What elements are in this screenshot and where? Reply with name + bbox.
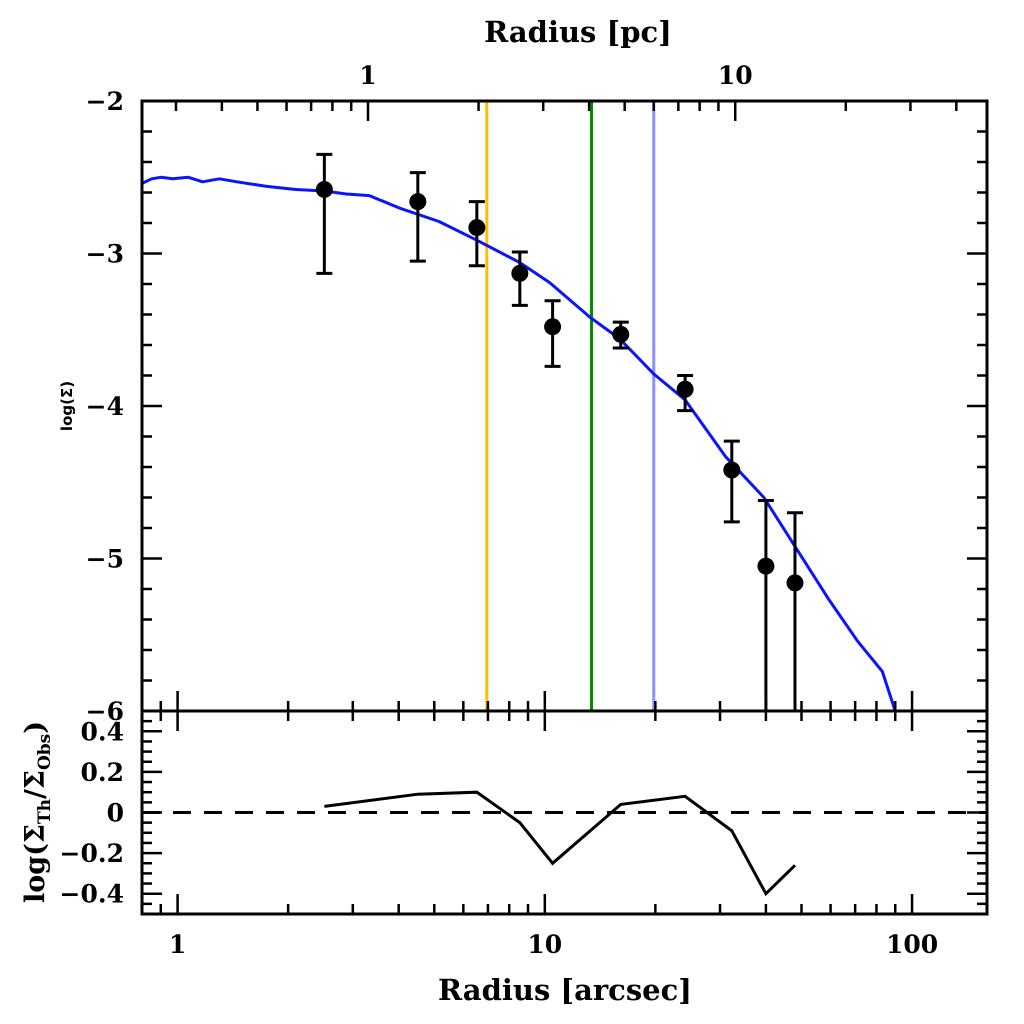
data-point: [315, 152, 333, 275]
residual-line-layer: [324, 790, 797, 897]
profile-ticks: [140, 99, 987, 713]
ytick-label: −3: [86, 240, 124, 269]
data-marker: [468, 219, 486, 237]
residual-ytick-label: 0.2: [81, 758, 125, 787]
residual-panel: 0.4 0.2 0 −0.2 −0.4 1 10 100 Radius [arcsec] l…: [20, 709, 989, 1007]
residual-ytick-label: −0.4: [60, 880, 124, 909]
data-marker: [676, 380, 694, 398]
bottom-axis-title: Radius [arcsec]: [438, 973, 692, 1007]
ytick-label: −6: [86, 697, 124, 726]
residual-line: [324, 790, 797, 897]
data-marker: [544, 318, 562, 336]
bottom-xtick-label: 10: [527, 930, 562, 959]
data-marker: [511, 264, 529, 282]
data-point: [544, 299, 562, 368]
reference-radius-lines: [485, 101, 656, 711]
residual-ylabel-suffix: ): [20, 721, 51, 734]
data-point: [468, 200, 486, 268]
data-point: [511, 250, 529, 307]
profile-panel: −2 −3 −4 −5 −6 1 10 Radius [pc] log(Σ): [58, 15, 989, 726]
residual-ylabel-mid: /Σ: [20, 770, 51, 799]
bottom-xtick-label: 100: [886, 930, 938, 959]
ytick-label: −5: [86, 545, 124, 574]
bottom-xtick-label: 1: [169, 930, 186, 959]
top-axis-title: Radius [pc]: [484, 15, 672, 49]
data-marker: [612, 325, 630, 343]
ytick-label: −4: [86, 392, 124, 421]
data-point: [786, 511, 804, 711]
model-curve-layer: [141, 175, 897, 712]
top-xtick-label: 1: [359, 61, 376, 90]
residual-ylabel-sub-th: Th: [35, 799, 55, 824]
data-point: [612, 320, 630, 350]
model-curve: [141, 175, 897, 712]
observed-points-layer: [315, 152, 804, 711]
residual-ylabel-prefix: log(Σ: [20, 824, 51, 903]
profile-frame: [140, 99, 989, 713]
residual-ylabel: log(ΣTh/ΣObs): [20, 721, 55, 903]
top-xtick-label: 10: [718, 61, 753, 90]
residual-ticks: [140, 709, 987, 916]
top-xtick-labels: 1 10: [359, 61, 752, 90]
residual-ytick-label: 0.4: [81, 717, 125, 746]
data-marker: [786, 574, 804, 592]
residual-ytick-label: −0.2: [60, 839, 124, 868]
profile-ytick-labels: −2 −3 −4 −5 −6: [86, 87, 124, 726]
residual-ytick-labels: 0.4 0.2 0 −0.2 −0.4: [60, 717, 124, 908]
ytick-label: −2: [86, 87, 124, 116]
bottom-xtick-labels: 1 10 100: [169, 930, 938, 959]
profile-ylabel: log(Σ): [58, 381, 76, 431]
data-marker: [757, 557, 775, 575]
data-marker: [315, 180, 333, 198]
residual-ylabel-sub-obs: Obs: [35, 734, 55, 770]
data-point: [757, 499, 775, 711]
data-marker: [409, 193, 427, 211]
data-point: [723, 439, 741, 524]
data-marker: [723, 461, 741, 479]
residual-ytick-label: 0: [107, 799, 124, 828]
data-point: [409, 171, 427, 263]
data-point: [676, 374, 694, 413]
